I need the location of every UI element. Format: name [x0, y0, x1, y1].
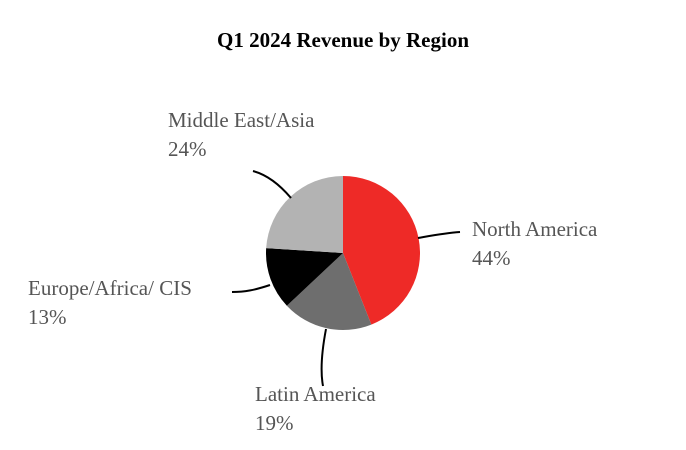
value-label: 44% — [472, 246, 511, 270]
leader-line — [320, 328, 327, 387]
pie-slice — [266, 248, 343, 306]
value-label: 13% — [28, 305, 67, 329]
slice-label: North America — [472, 217, 598, 241]
value-label: 24% — [168, 137, 207, 161]
slice-label: Europe/Africa/ CIS — [28, 276, 192, 300]
leader-line — [231, 284, 271, 293]
pie-slice — [266, 176, 343, 253]
value-label: 19% — [255, 411, 294, 435]
slice-label: Middle East/Asia — [168, 108, 315, 132]
leader-line — [417, 231, 461, 239]
leader-line — [252, 170, 292, 199]
slice-label: Latin America — [255, 382, 376, 406]
pie-slice — [286, 253, 372, 330]
pie-slice — [343, 176, 420, 325]
chart-title: Q1 2024 Revenue by Region — [217, 28, 469, 52]
